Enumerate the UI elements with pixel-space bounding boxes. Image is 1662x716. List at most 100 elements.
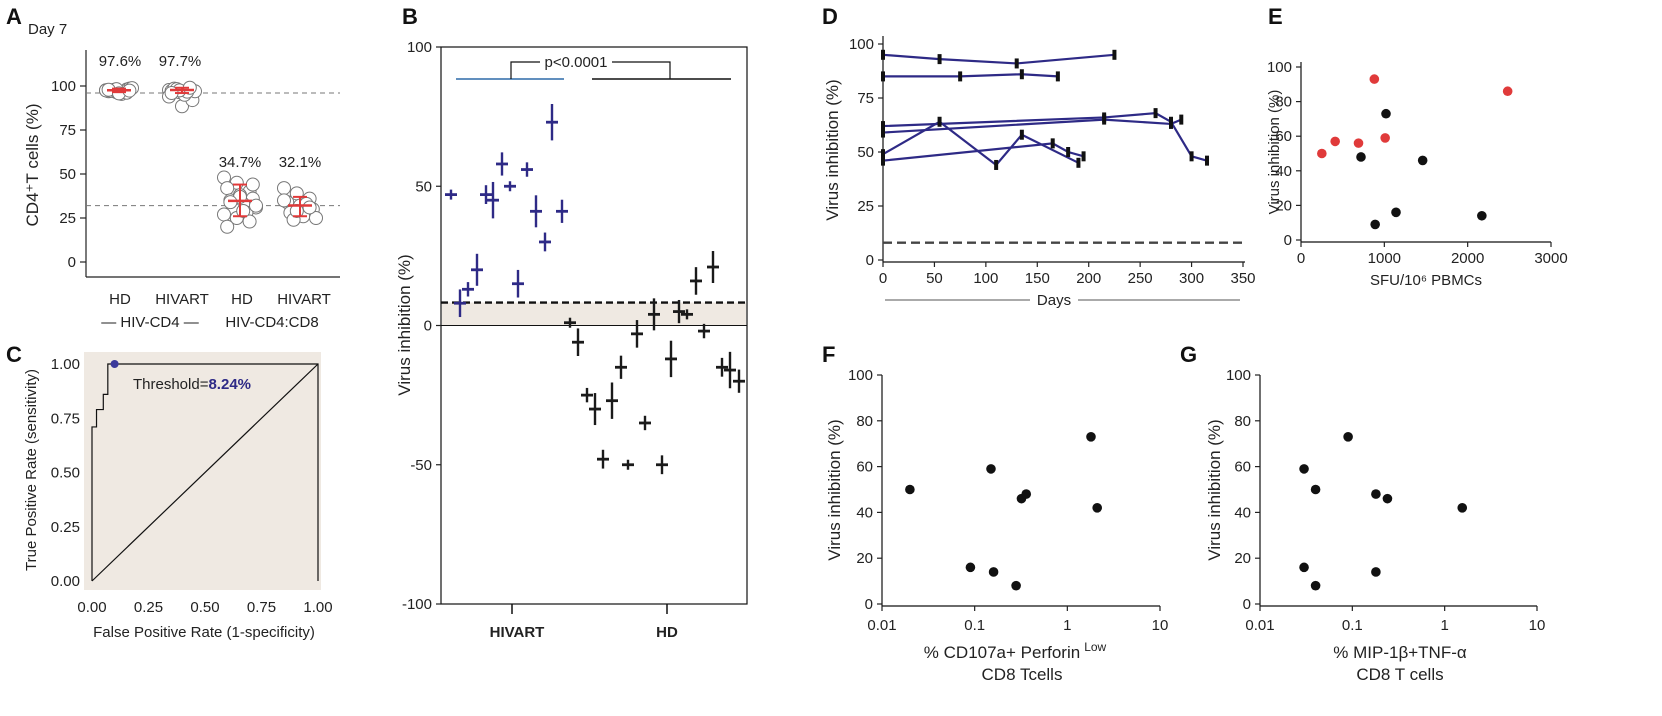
data-point: [220, 219, 235, 234]
red-point: [1330, 136, 1340, 147]
y-tick-label: 75: [857, 90, 874, 107]
series-point: [881, 121, 885, 132]
series-point: [994, 159, 999, 170]
y-tick-label: 100: [1267, 59, 1292, 76]
data-point: [1299, 562, 1309, 573]
x-tick-label: 0.25: [134, 599, 163, 616]
x-tick-label: 1.00: [303, 599, 332, 616]
y-tick-label: 100: [1226, 367, 1251, 384]
series-point: [937, 116, 942, 127]
panel-g-x-label-line2: CD8 T cells: [1356, 665, 1443, 684]
x-tick-label: 10: [1152, 617, 1169, 634]
y-tick-label: 75: [59, 122, 76, 139]
x-tick-label: 0.01: [1245, 617, 1274, 634]
y-tick-label: 0.50: [51, 465, 80, 482]
panel-letter-f: F: [822, 342, 835, 367]
y-tick-label: 100: [407, 39, 432, 56]
panel-letter-b: B: [402, 4, 418, 29]
data-point: [217, 207, 231, 222]
y-tick-label: 0: [68, 254, 76, 271]
panel-c-x-label: False Positive Rate (1-specificity): [93, 624, 315, 641]
panel-a-annotation-3: 34.7%: [219, 154, 262, 171]
panel-b-pvalue: p<0.0001: [545, 54, 608, 71]
panel-b-group-hd: HD: [656, 624, 678, 641]
y-tick-label: 0: [1284, 232, 1292, 249]
black-point: [1381, 108, 1391, 119]
panel-c: C 0.00 0.25 0.50 0.75 1.00 0.00 0.25 0.50 0.75 1…: [6, 342, 333, 641]
panel-d-x-label: Days: [1037, 292, 1071, 309]
x-tick-label: 0.1: [964, 617, 985, 634]
panel-a-summary-bars: [107, 86, 312, 218]
panel-letter-g: G: [1180, 342, 1197, 367]
panel-c-y-label: True Positive Rate (sensitivity): [23, 369, 40, 571]
panel-e-y-ticks: 0 20 40 60 80 100: [1267, 59, 1301, 249]
series-point: [1102, 114, 1107, 125]
panel-b-y-label: Virus inhibition (%): [395, 254, 414, 395]
panel-g-points: [1299, 432, 1468, 591]
panel-f-y-ticks: 0 20 40 60 80 100: [848, 367, 882, 613]
series-point: [1081, 151, 1086, 162]
data-point: [220, 181, 235, 196]
series-point: [881, 49, 885, 60]
black-point: [1370, 219, 1380, 230]
data-point: [1310, 580, 1321, 591]
y-tick-label: 0: [866, 252, 874, 269]
series-point: [1169, 118, 1173, 129]
series-point: [1050, 138, 1055, 149]
x-tick-label: 50: [926, 270, 943, 287]
red-point: [1380, 133, 1390, 143]
black-point: [1356, 152, 1366, 162]
panel-c-y-ticks: 0.00 0.25 0.50 0.75 1.00: [51, 356, 80, 590]
data-point: [988, 567, 999, 577]
y-tick-label: 50: [59, 166, 76, 183]
x-tick-label: 0: [879, 270, 887, 287]
series-point: [881, 71, 885, 82]
panel-a-annotation-4: 32.1%: [279, 154, 322, 171]
data-point: [1371, 489, 1381, 499]
data-point: [309, 211, 323, 225]
y-tick-label: 20: [856, 550, 873, 567]
data-point: [302, 200, 317, 215]
data-point: [986, 464, 996, 474]
panel-d-y-label: Virus inhibition (%): [823, 79, 842, 220]
panel-a-subtitle: Day 7: [28, 21, 67, 38]
black-point: [1417, 155, 1428, 166]
data-point: [249, 198, 263, 213]
data-point: [905, 484, 915, 495]
x-tick-label: 0.01: [867, 617, 896, 634]
panel-b-significance-bracket: p<0.0001: [456, 54, 731, 80]
x-tick-label: 2000: [1451, 250, 1484, 267]
panel-f-x-label: % CD107a+ Perforin Low: [924, 640, 1107, 662]
panel-b-points: [445, 103, 745, 475]
x-tick-label: 0.00: [77, 599, 106, 616]
series-point: [1112, 49, 1117, 60]
y-tick-label: 80: [856, 413, 873, 430]
panel-c-roc-curve: [91, 363, 319, 581]
panel-e: E 0 20 40 60 80 100 0 1000 2000 3000 Virus inhib…: [1266, 4, 1568, 289]
panel-a-annotation-1: 97.6%: [99, 53, 142, 70]
data-point: [965, 562, 976, 573]
series-point: [1014, 58, 1019, 69]
x-tick-label: 100: [973, 270, 998, 287]
series-point: [881, 149, 885, 160]
panel-a-category-4: HIVART: [277, 291, 331, 308]
y-tick-label: 25: [857, 198, 874, 215]
series-point: [1205, 155, 1209, 166]
x-tick-label: 0: [1297, 250, 1305, 267]
series-line: [882, 53, 1115, 65]
panel-b-group-hivart: HIVART: [490, 624, 545, 641]
y-tick-label: -100: [402, 596, 432, 613]
x-tick-label: 300: [1179, 270, 1204, 287]
series-line: [882, 142, 1084, 162]
series-point: [1019, 69, 1024, 80]
data-point: [245, 177, 260, 192]
panel-d: D 0 25 50 75 100 0 50 100 150 200 250 300 350 Virus…: [822, 4, 1256, 309]
y-tick-label: 0: [424, 318, 432, 335]
panel-b-threshold-band: [442, 302, 746, 326]
y-tick-label: 60: [1234, 459, 1251, 476]
panel-letter-e: E: [1268, 4, 1283, 29]
x-tick-label: 10: [1529, 617, 1546, 634]
series-point: [1153, 108, 1158, 119]
panel-c-optimal-point: [110, 360, 119, 368]
y-tick-label: 80: [1234, 413, 1251, 430]
